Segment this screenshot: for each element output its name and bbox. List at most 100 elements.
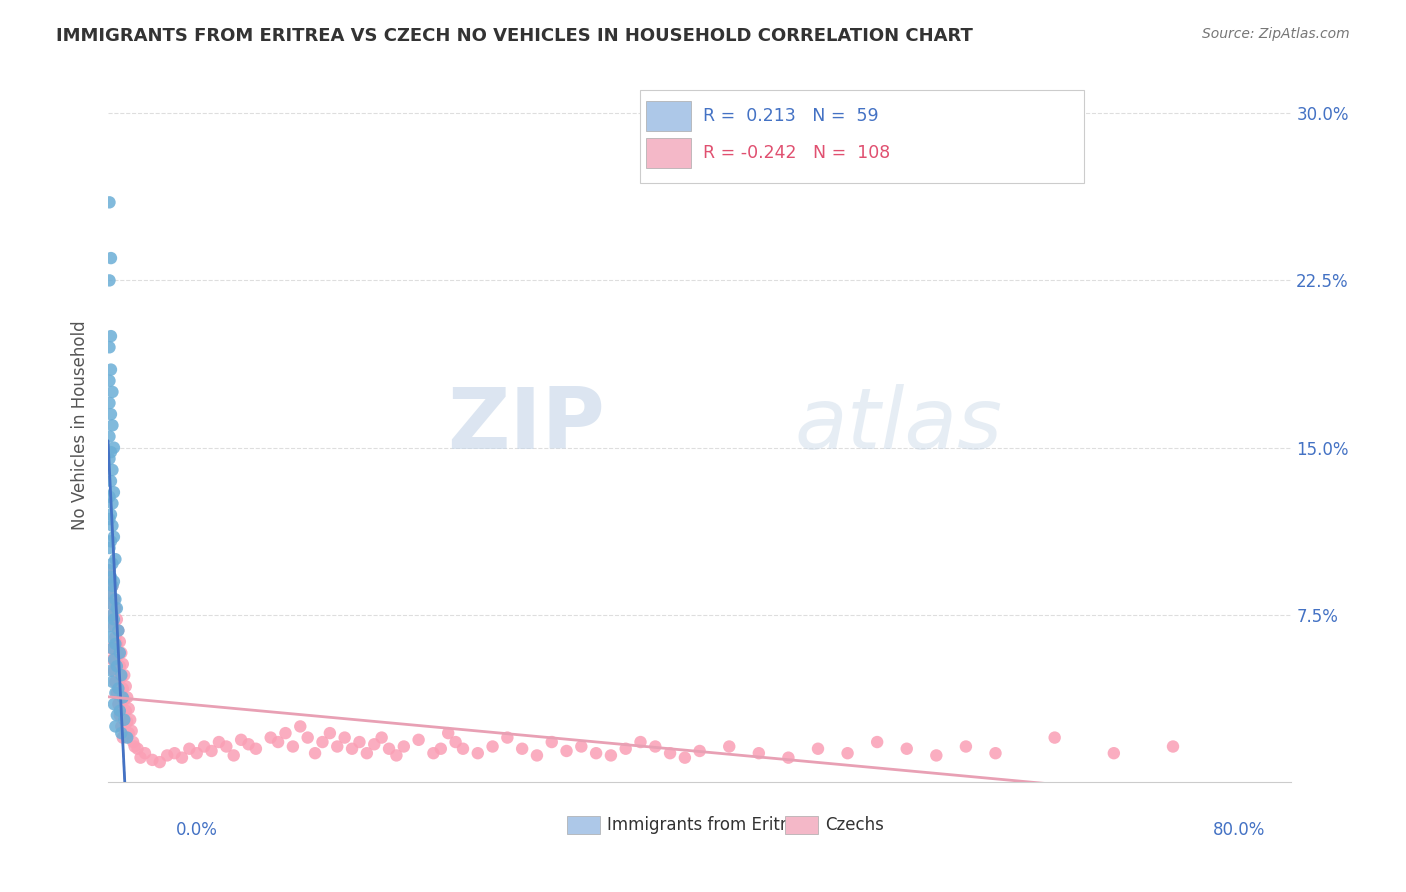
Point [115,690,138,705]
Point [104,719,127,733]
Point [193,739,215,754]
Point [100,570,122,584]
Point [114,679,136,693]
Point [170,750,193,764]
Point [101,652,124,666]
Point [349,735,371,749]
Point [111,681,134,696]
Point [98,451,121,466]
Point [101,641,124,656]
FancyBboxPatch shape [785,816,818,834]
Point [111,657,134,671]
Point [659,746,682,760]
Point [555,744,578,758]
Point [104,686,127,700]
Point [378,741,401,756]
Point [101,418,124,433]
Point [111,731,134,745]
Point [896,741,918,756]
Point [110,670,132,684]
Point [110,726,132,740]
Point [104,637,127,651]
Point [101,463,124,477]
Point [105,601,128,615]
Point [1043,731,1066,745]
Point [101,607,124,622]
Point [103,485,125,500]
Point [118,701,141,715]
Point [984,746,1007,760]
Point [149,755,172,769]
Point [718,739,741,754]
Point [245,741,267,756]
Point [112,668,135,682]
Point [100,597,122,611]
Point [101,579,124,593]
Point [807,741,830,756]
Point [107,681,129,696]
Point [496,731,519,745]
Point [614,741,637,756]
Point [866,735,889,749]
Text: ZIP: ZIP [447,384,605,467]
Point [101,557,124,571]
Point [108,646,131,660]
Point [107,697,129,711]
Point [118,726,141,740]
Point [103,441,125,455]
Point [121,723,143,738]
Point [385,748,408,763]
Text: Source: ZipAtlas.com: Source: ZipAtlas.com [1202,27,1350,41]
Point [778,750,800,764]
Point [540,735,562,749]
Point [408,732,430,747]
Point [955,739,977,754]
Point [98,585,121,599]
Point [100,445,122,459]
Point [281,739,304,754]
Point [98,585,121,599]
Point [274,726,297,740]
Point [467,746,489,760]
Point [101,518,124,533]
Point [100,329,122,343]
Point [101,674,124,689]
Point [108,659,131,673]
Point [98,563,121,577]
FancyBboxPatch shape [647,101,692,130]
Point [98,195,121,210]
Point [115,714,138,729]
Point [108,708,131,723]
Point [111,690,134,705]
Point [108,634,131,648]
Point [105,612,128,626]
Point [437,726,460,740]
Point [107,648,129,662]
Point [451,741,474,756]
Point [98,512,121,526]
Point [122,735,145,749]
Point [422,746,444,760]
Point [100,508,122,522]
Y-axis label: No Vehicles in Household: No Vehicles in Household [72,320,89,530]
Point [326,739,349,754]
Point [1102,746,1125,760]
Point [100,574,122,589]
Point [124,739,146,754]
Point [481,739,503,754]
Point [100,664,122,678]
Point [112,713,135,727]
Point [98,541,121,555]
Point [585,746,607,760]
Point [98,273,121,287]
Point [689,744,711,758]
Point [98,429,121,443]
Point [340,741,363,756]
Point [222,748,245,763]
Point [127,741,149,756]
Point [98,396,121,410]
Point [1161,739,1184,754]
Point [392,739,415,754]
Point [630,735,652,749]
Point [748,746,770,760]
